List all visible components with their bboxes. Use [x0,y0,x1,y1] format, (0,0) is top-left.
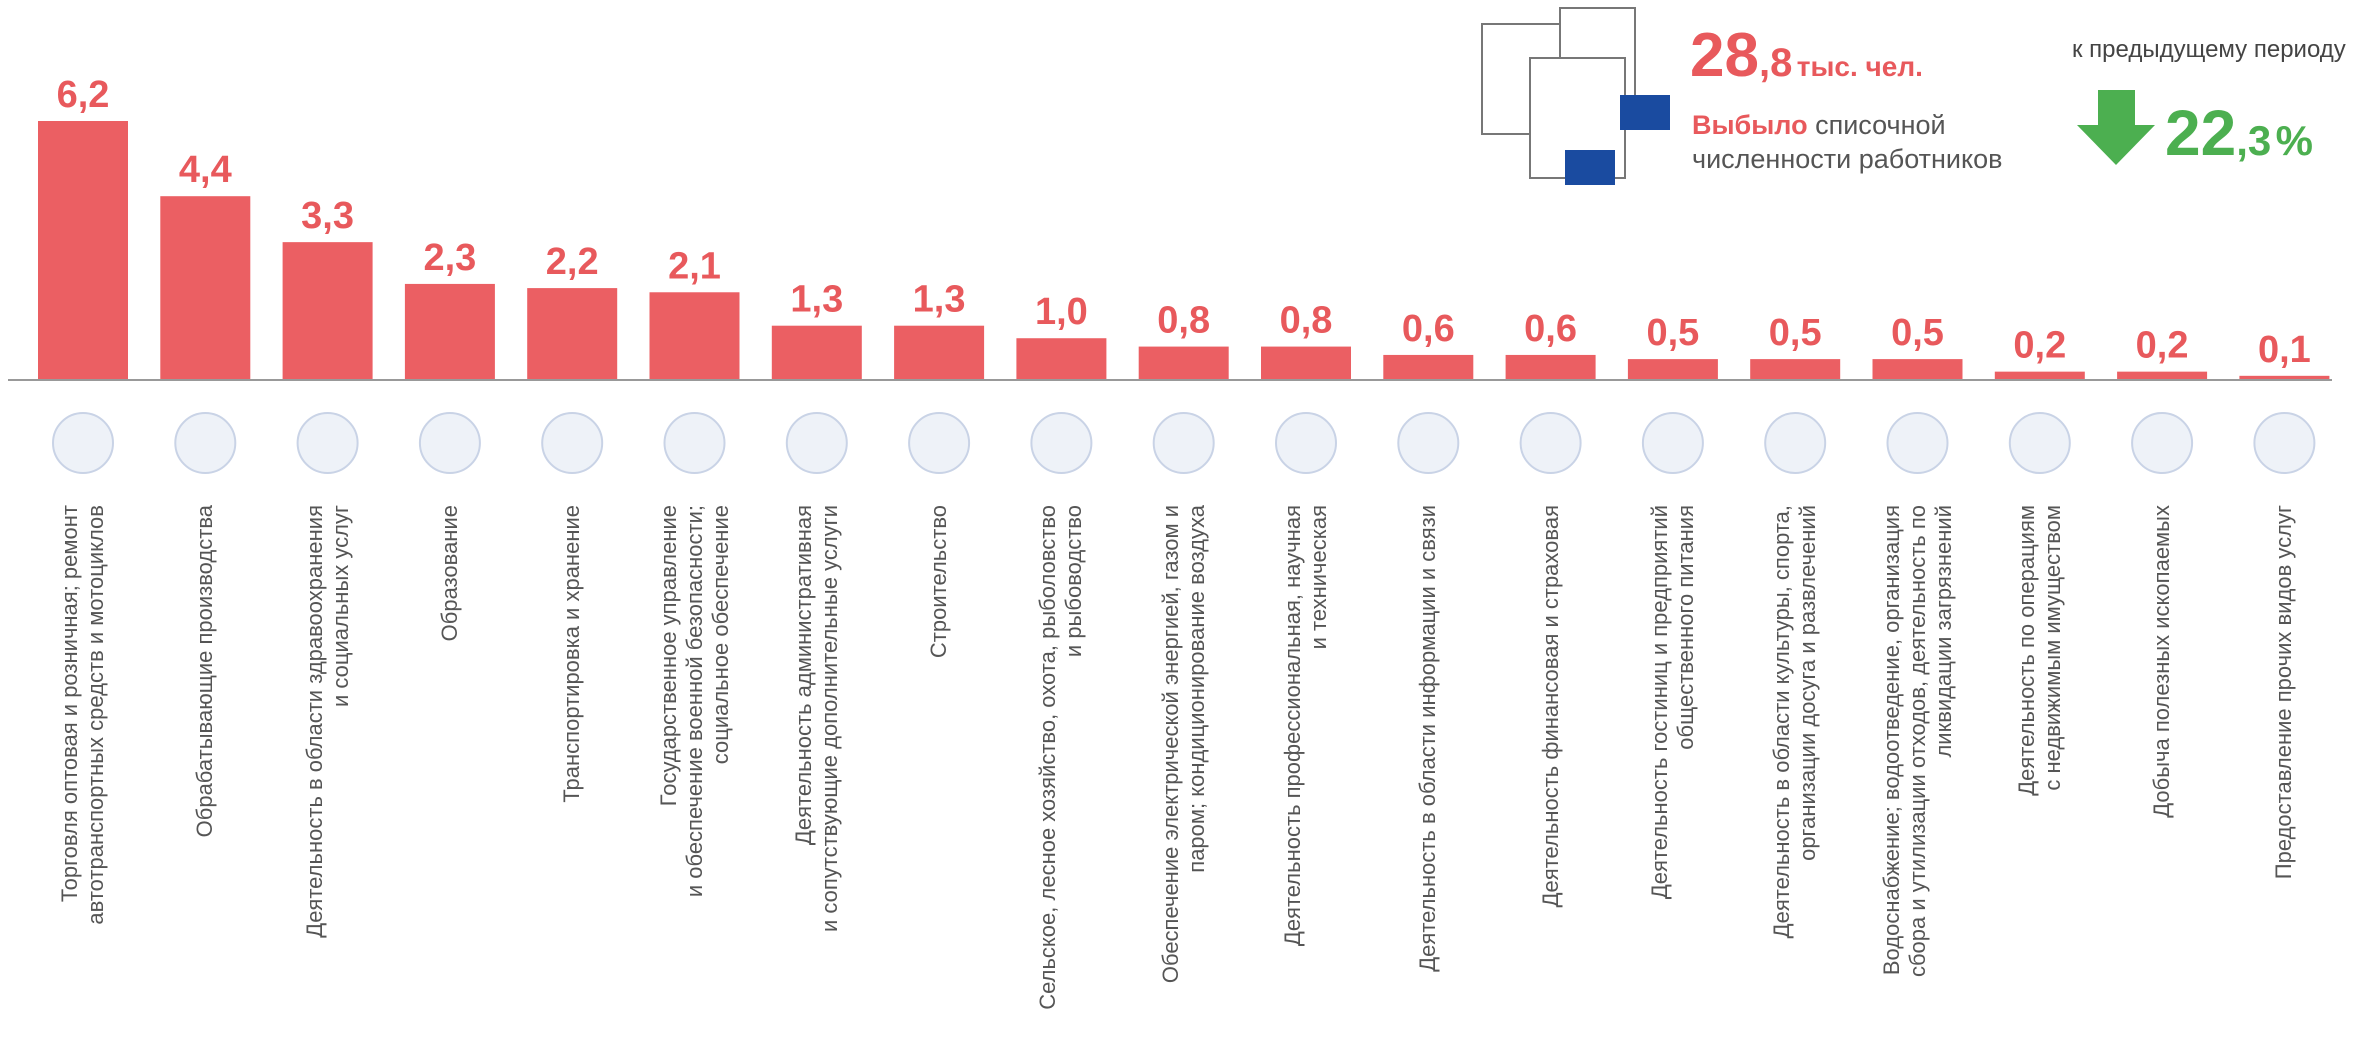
category-label: Сельское, лесное хозяйство, охота, рыбол… [1035,505,1087,1010]
category-icon [663,412,726,474]
category-icon [296,412,359,474]
bar [771,325,862,380]
category-icon [541,412,604,474]
category-label: Государственное управление и обеспечение… [655,505,733,898]
category-label: Деятельность по операциям с недвижимым и… [2013,505,2065,796]
category-label: Деятельность финансовая и страховая [1537,505,1563,908]
down-arrow [2077,90,2155,165]
category-icon [2008,412,2071,474]
category-icon [785,412,848,474]
bar [1994,371,2085,380]
caption-word: Выбыло [1692,110,1808,140]
bar [1016,338,1107,380]
bar [1261,346,1351,380]
bar [38,121,128,380]
category-icon [2131,412,2194,474]
bar [1505,354,1596,380]
category-icon [418,412,481,474]
bar [527,288,618,380]
category-icon [1030,412,1093,474]
value-label: 6,2 [57,74,110,116]
caption-line2: численности работников [1692,144,2003,174]
category-label: Обеспечение электрической энергией, газо… [1157,505,1209,984]
value-label: 2,3 [423,237,476,279]
value-label: 0,6 [1524,308,1577,350]
category-label: Торговля оптовая и розничная; ремонт авт… [57,505,108,925]
bar [649,292,740,380]
category-icon [1152,412,1215,474]
bar [1627,359,1718,380]
value-label: 1,3 [790,279,843,321]
value-label: 3,3 [301,195,354,237]
bar [1750,359,1841,380]
category-icon [2253,412,2316,474]
value-label: 2,1 [668,245,721,287]
bar [1383,354,1474,380]
category-label: Строительство [926,505,952,659]
caption-rest: списочной [1815,110,1946,140]
change-unit: % [2275,117,2314,164]
category-label: Деятельность профессиональная, научная и… [1280,505,1331,947]
bar [404,283,495,380]
change-frac: ,3 [2236,117,2272,164]
value-label: 4,4 [179,149,232,191]
change: 22,3 % [2165,96,2313,170]
category-label: Образование [436,505,462,642]
value-label: 0,5 [1769,312,1822,354]
category-label: Добыча полезных ископаемых [2149,505,2175,818]
category-icon [1275,412,1337,474]
category-label: Деятельность в области культуры, спорта,… [1769,505,1821,939]
value-label: 0,1 [2258,329,2311,371]
value-label: 0,6 [1402,308,1455,350]
value-label: 2,2 [546,241,599,283]
compare-label: к предыдущему периоду [2072,36,2346,63]
category-label: Обрабатывающие производства [192,505,218,838]
category-label: Деятельность в области информации и связ… [1415,505,1441,972]
value-label: 0,8 [1157,300,1210,342]
total-caption: Выбыло списочной численности работников [1692,108,2002,176]
category-label: Деятельность гостиниц и предприятий обще… [1646,505,1698,900]
total-frac: ,8 [1758,41,1793,85]
bar [160,196,251,380]
value-label: 1,3 [913,279,966,321]
value-label: 0,2 [2136,325,2189,367]
documents-icon [1481,7,1670,185]
bar [2239,375,2330,380]
change-int: 22 [2165,97,2237,169]
bar [1138,346,1229,380]
value-label: 0,8 [1280,300,1333,342]
value-label: 0,5 [1646,312,1699,354]
total: 28,8 тыс. чел. [1690,20,1923,91]
bar [1872,359,1963,380]
total-int: 28 [1690,21,1759,90]
category-icon [1519,412,1582,474]
category-icon [174,412,237,474]
category-icon [1886,412,1949,474]
value-label: 0,5 [1891,312,1944,354]
category-label: Предоставление прочих видов услуг [2271,505,2297,880]
value-label: 0,2 [2013,325,2066,367]
category-icon [1397,412,1460,474]
bar [894,325,985,380]
category-label: Транспортировка и хранение [559,505,585,803]
category-icon [908,412,971,474]
bar [282,242,373,380]
category-icon [1764,412,1827,474]
total-unit: тыс. чел. [1796,51,1923,82]
category-icon [1641,412,1704,474]
value-label: 1,0 [1035,291,1088,333]
category-icon [52,412,114,474]
category-label: Водоснабжение; водоотведение, организаци… [1878,505,1956,978]
bar [2117,371,2208,380]
category-label: Деятельность административная и сопутств… [790,505,842,933]
category-label: Деятельность в области здравоохранения и… [301,505,353,938]
